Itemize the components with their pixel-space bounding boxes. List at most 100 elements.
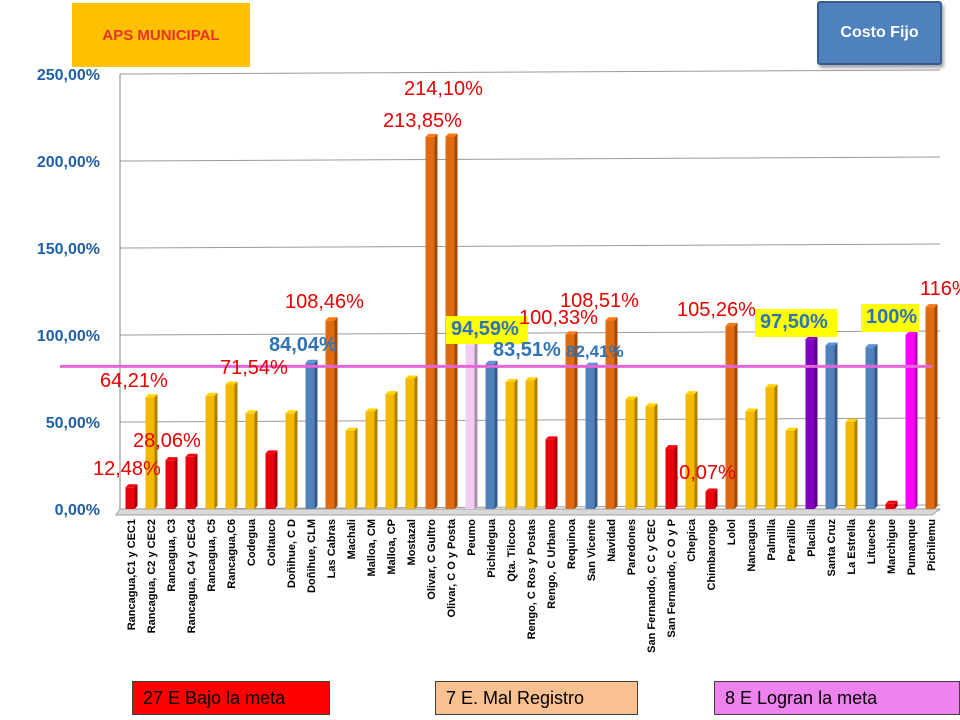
- bar-side: [855, 419, 858, 509]
- data-label: 94,59%: [451, 318, 519, 340]
- bar: [166, 457, 178, 509]
- bar-side: [935, 304, 938, 509]
- bar-side: [215, 393, 218, 509]
- bar-side: [355, 428, 358, 509]
- bar-face: [406, 379, 415, 510]
- category-label: Paredones: [626, 519, 638, 575]
- category-label: San Fernando, C O y P: [666, 519, 678, 638]
- bar: [306, 360, 318, 509]
- category-label: Nancagua: [746, 518, 758, 571]
- bar: [906, 332, 918, 509]
- data-label: 71,54%: [220, 357, 288, 379]
- category-label: Qta. Tilcoco: [506, 519, 518, 582]
- category-label: La Estrella: [846, 518, 858, 575]
- category-label: Santa Cruz: [826, 519, 838, 577]
- bar: [386, 391, 398, 509]
- bar-face: [246, 413, 255, 509]
- bar-side: [235, 382, 238, 509]
- gridline: [120, 244, 940, 248]
- category-label: Mostazal: [406, 519, 418, 565]
- bar-side: [135, 484, 138, 509]
- category-label: Palmilla: [766, 518, 778, 560]
- bar-side: [815, 336, 818, 509]
- category-label: Rancagua, C4 y CEC4: [186, 518, 198, 633]
- bar-side: [695, 391, 698, 509]
- category-label: Rancagua,C1 y CEC1: [126, 519, 138, 630]
- category-label: Requinoa: [566, 518, 578, 569]
- bar-side: [495, 361, 498, 509]
- bar-face: [746, 412, 755, 509]
- bar: [926, 304, 938, 509]
- category-label: Litueche: [866, 519, 878, 564]
- data-label: 108,51%: [560, 290, 639, 312]
- y-tick-label: 150,00%: [37, 241, 100, 258]
- bar: [126, 484, 138, 509]
- category-label: Machali: [346, 519, 358, 559]
- bar: [866, 344, 878, 509]
- bar: [766, 384, 778, 509]
- legend-mal-registro: 7 E. Mal Registro: [435, 681, 638, 715]
- bar-face: [206, 396, 215, 509]
- bar-side: [515, 379, 518, 509]
- category-label: Pichilemu: [926, 519, 938, 571]
- bar-side: [595, 363, 598, 509]
- data-label: 213,85%: [383, 110, 462, 132]
- bar: [426, 134, 438, 509]
- bar: [846, 419, 858, 509]
- data-label: 28,06%: [133, 430, 201, 452]
- bar-side: [535, 377, 538, 509]
- bar-face: [346, 431, 355, 509]
- bar-face: [266, 453, 275, 509]
- bar-side: [175, 457, 178, 509]
- bar-side: [915, 332, 918, 509]
- bar-face: [586, 366, 595, 509]
- bar-face: [646, 406, 655, 509]
- category-label: Pichidegua: [486, 518, 498, 578]
- bar: [886, 501, 898, 509]
- bar: [686, 391, 698, 509]
- category-label: Pumanque: [906, 519, 918, 575]
- bar: [546, 436, 558, 509]
- bar-face: [626, 399, 635, 509]
- bar-side: [635, 396, 638, 509]
- bar-face: [926, 307, 935, 509]
- category-label: Rancagua, C5: [206, 519, 218, 592]
- bar-face: [706, 491, 715, 509]
- bar-side: [795, 428, 798, 509]
- bar-side: [255, 410, 258, 509]
- bar-face: [526, 380, 535, 509]
- bar-side: [775, 384, 778, 509]
- category-label: Lolol: [726, 519, 738, 545]
- bar: [806, 336, 818, 509]
- bar: [646, 403, 658, 509]
- category-label: Rancagua, C3: [166, 519, 178, 592]
- bar-face: [826, 345, 835, 509]
- data-label: 108,46%: [285, 291, 364, 313]
- data-label: 100%: [866, 306, 917, 328]
- bar-side: [715, 488, 718, 509]
- category-label: Doñihue, C D: [286, 519, 298, 588]
- bar: [266, 450, 278, 509]
- bar-face: [286, 413, 295, 509]
- category-label: Chimbarongo: [706, 519, 718, 591]
- bar: [786, 428, 798, 509]
- category-labels: Rancagua,C1 y CEC1 Rancagua, C2 y CEC2 Ran…: [126, 518, 938, 653]
- bar-side: [435, 134, 438, 509]
- bar: [586, 363, 598, 509]
- category-label: Rengo, C Ros y Postas: [526, 519, 538, 639]
- bar-face: [226, 385, 235, 509]
- bar-side: [275, 450, 278, 509]
- bar-face: [146, 397, 155, 509]
- data-label: 97,50%: [760, 311, 828, 333]
- bar-side: [395, 391, 398, 509]
- category-label: Marchigue: [886, 519, 898, 574]
- category-label: Olivar, C O y Posta: [446, 518, 458, 617]
- category-label: Rancagua,C6: [226, 519, 238, 589]
- chart-floor: [116, 509, 940, 515]
- gridline: [120, 157, 940, 161]
- category-label: San Vicente: [586, 519, 598, 581]
- category-label: Malloa, CP: [386, 519, 398, 575]
- y-tick-label: 0,00%: [55, 502, 100, 519]
- data-label: 12,48%: [93, 458, 161, 480]
- bar-side: [415, 376, 418, 510]
